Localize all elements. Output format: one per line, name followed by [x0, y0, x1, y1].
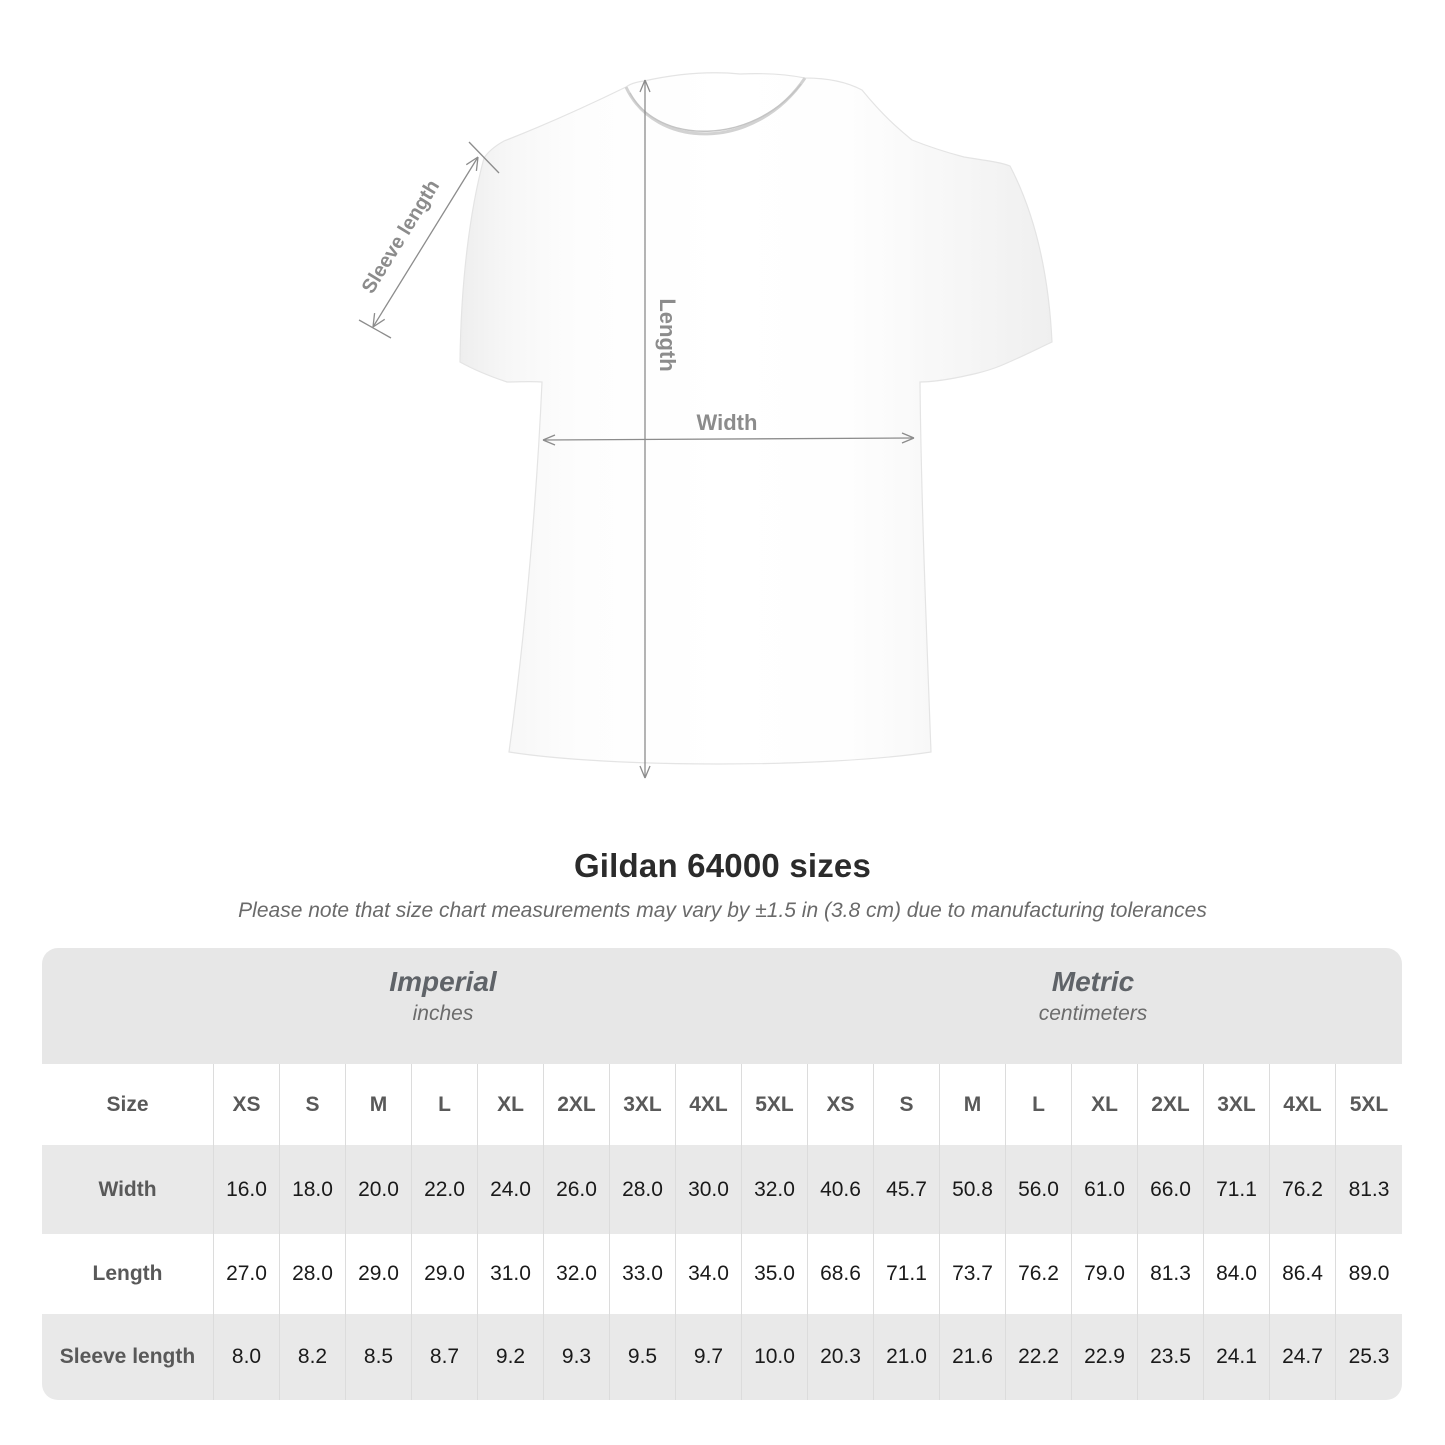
- svg-text:Length: Length: [655, 298, 680, 371]
- svg-text:Sleeve length: Sleeve length: [358, 176, 444, 297]
- svg-text:Width: Width: [697, 410, 758, 435]
